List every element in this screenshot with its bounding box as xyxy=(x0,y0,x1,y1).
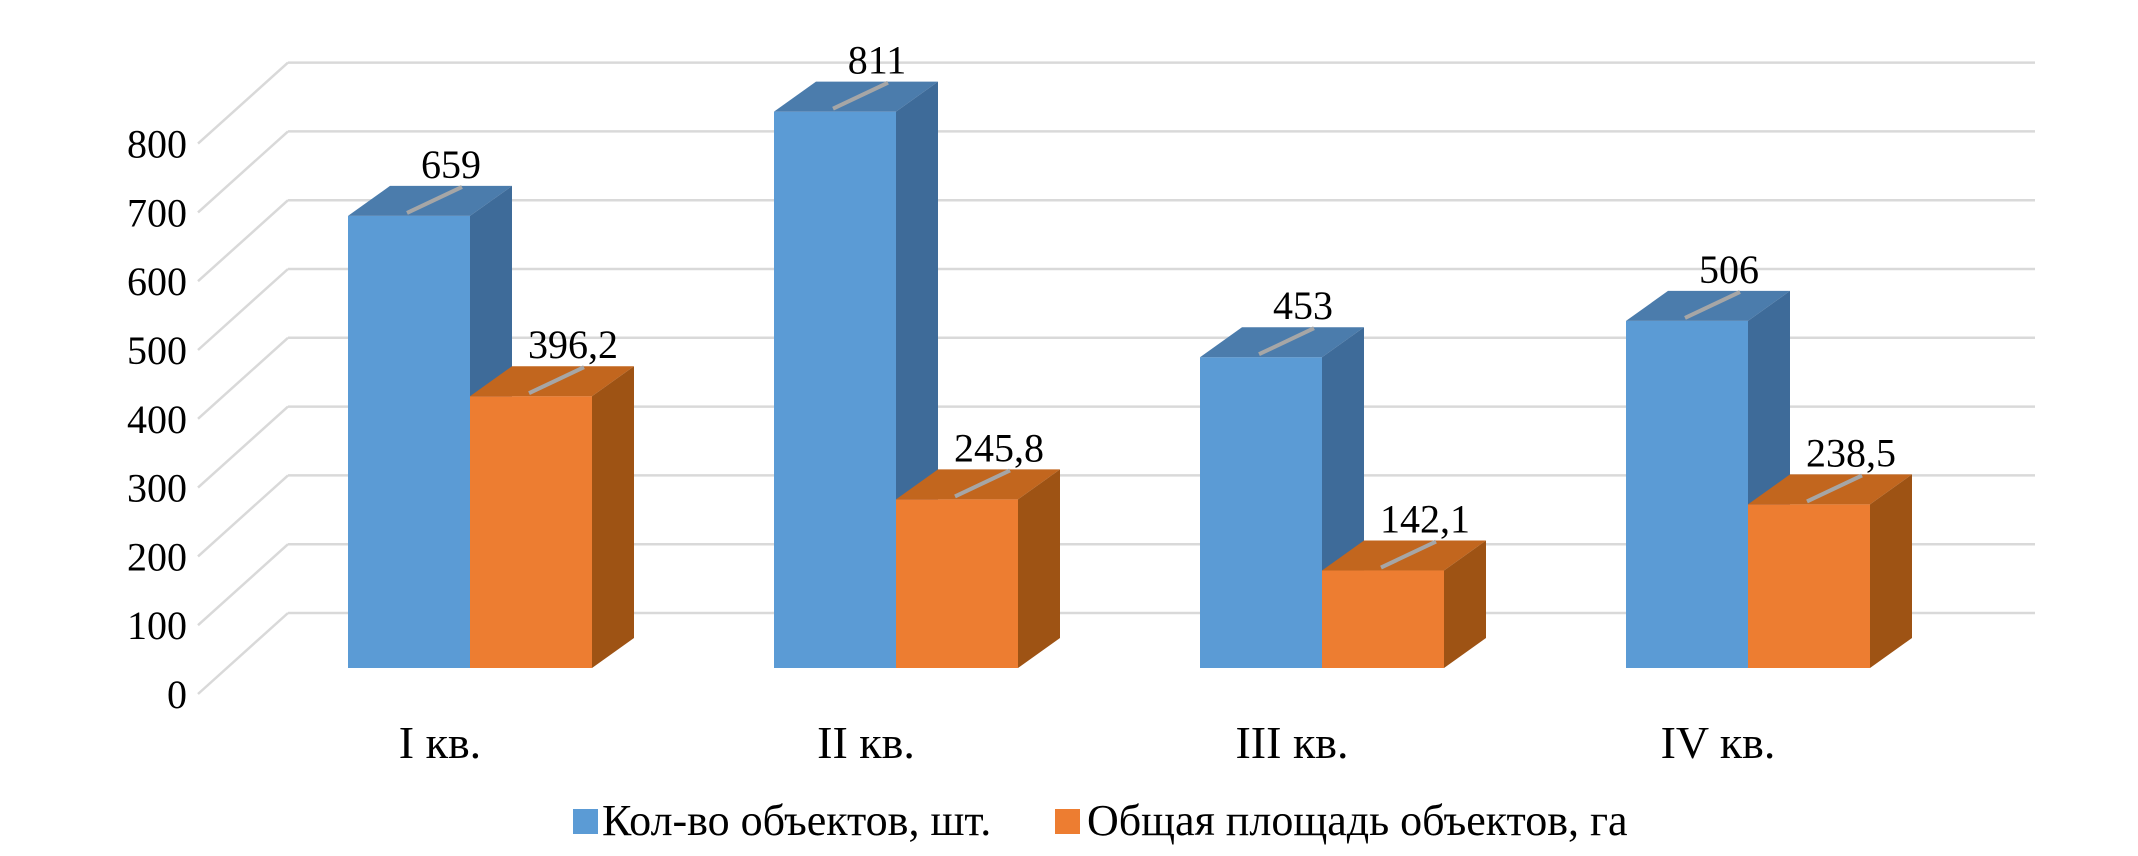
bar-top-gridline-tick xyxy=(1258,326,1315,357)
legend-swatch-series-1 xyxy=(1055,809,1080,834)
legend-label-series-0: Кол-во объектов, шт. xyxy=(602,796,991,845)
y-axis-tick-label: 100 xyxy=(127,603,187,648)
y-axis-tick-label: 800 xyxy=(127,122,187,167)
gridline-depth-tick xyxy=(197,543,289,627)
y-axis-tick-label: 400 xyxy=(127,397,187,442)
legend: Кол-во объектов, шт. Общая площадь объек… xyxy=(573,796,1628,845)
y-axis-tick-label: 600 xyxy=(127,259,187,304)
plot-area: 659 396,2 811 245,8 453 142,1 506 238,5 0 100 200 3… xyxy=(127,38,2035,768)
bar-top-gridline-tick xyxy=(406,185,463,215)
x-axis-category-label: III кв. xyxy=(1235,717,1348,768)
gridline-depth-tick xyxy=(197,130,289,214)
gridline-depth-tick xyxy=(197,268,289,351)
x-axis-category-label: II кв. xyxy=(817,717,915,768)
x-axis-category-label: IV кв. xyxy=(1661,717,1776,768)
legend-label-series-1: Общая площадь объектов, га xyxy=(1087,796,1628,845)
bar-top-gridline-tick xyxy=(832,80,889,111)
bar-value-label: 453 xyxy=(1273,283,1333,328)
bar-top-gridline-tick xyxy=(1380,539,1437,570)
gridline-depth-tick xyxy=(197,405,289,489)
bar-value-label: 659 xyxy=(421,142,481,187)
bar-top-gridline-tick xyxy=(528,365,585,396)
gridline-depth-tick xyxy=(197,199,289,283)
bar-front-face xyxy=(1200,357,1322,668)
bar-side-face xyxy=(1870,474,1912,668)
y-axis-tick-label: 0 xyxy=(167,672,187,717)
bar-value-label: 238,5 xyxy=(1806,430,1896,475)
bar-value-label: 396,2 xyxy=(528,322,618,367)
bar-front-face xyxy=(470,396,592,668)
y-axis-tick-label: 700 xyxy=(127,190,187,235)
bar-side-face xyxy=(1018,469,1060,668)
bar-front-face xyxy=(1748,504,1870,668)
bar-value-label: 245,8 xyxy=(954,425,1044,470)
gridline-depth-tick xyxy=(197,474,289,558)
bar-top-gridline-tick xyxy=(1684,290,1741,320)
bar-value-label: 142,1 xyxy=(1380,497,1470,542)
y-axis-tick-label: 300 xyxy=(127,466,187,511)
bar-front-face xyxy=(348,215,470,668)
gridline-depth-tick xyxy=(197,336,289,420)
bar-front-face xyxy=(896,499,1018,668)
bar-front-face xyxy=(774,111,896,669)
bar-side-face xyxy=(1444,540,1486,668)
x-axis-category-label: I кв. xyxy=(399,717,481,768)
bar-value-label: 811 xyxy=(848,38,907,83)
y-axis-tick-label: 200 xyxy=(127,534,187,579)
bar-value-label: 506 xyxy=(1699,247,1759,292)
gridline-depth-tick xyxy=(197,61,289,145)
legend-swatch-series-0 xyxy=(573,809,598,834)
gridline-depth-tick xyxy=(197,612,289,695)
bar-side-face xyxy=(592,366,634,668)
y-axis-tick-label: 500 xyxy=(127,328,187,373)
bar-front-face xyxy=(1322,570,1444,668)
bar-top-gridline-tick xyxy=(1806,473,1863,504)
bar-top-gridline-tick xyxy=(954,468,1011,499)
bar-front-face xyxy=(1626,320,1748,668)
